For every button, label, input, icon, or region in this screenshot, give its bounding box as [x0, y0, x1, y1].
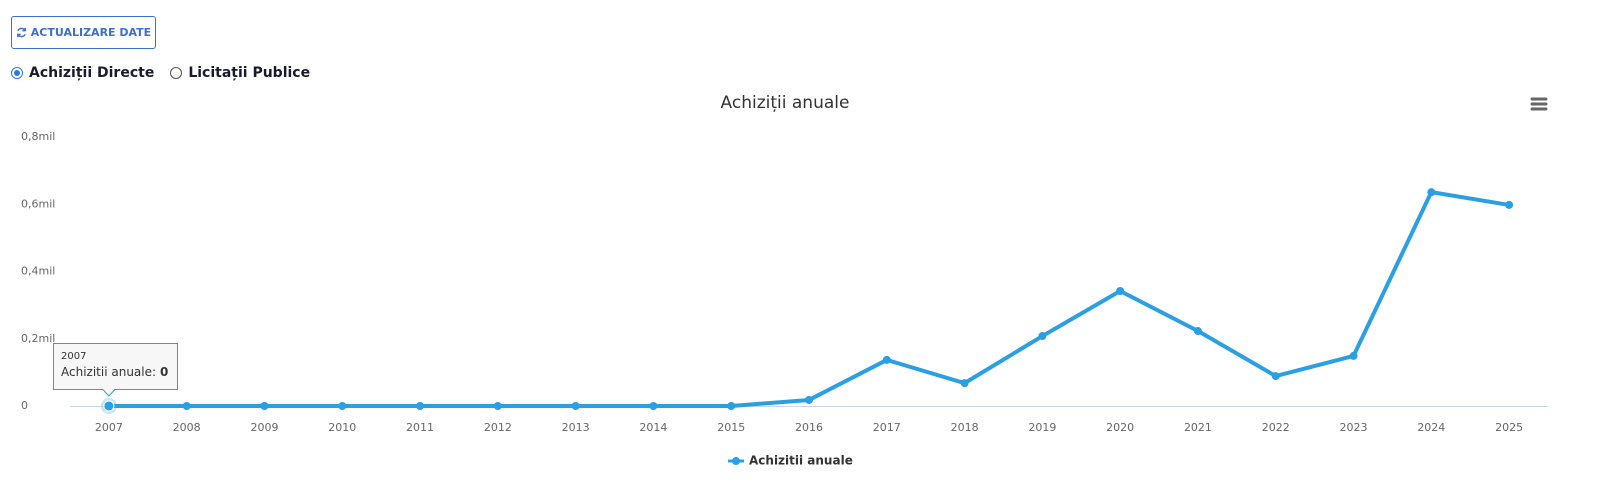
x-tick-label: 2025 — [1495, 421, 1523, 434]
data-point — [493, 402, 502, 410]
x-tick-label: 2012 — [484, 421, 512, 434]
x-tick-label: 2018 — [951, 421, 979, 434]
x-tick-label: 2008 — [173, 421, 201, 434]
data-point — [1193, 327, 1202, 336]
x-tick-label: 2019 — [1028, 421, 1056, 434]
data-point — [805, 395, 813, 404]
radio[interactable]: Achiziții Directe — [11, 65, 154, 81]
legend-marker — [732, 457, 740, 465]
x-tick-label: 2007 — [95, 421, 123, 434]
y-tick-label: 0 — [21, 399, 28, 412]
x-tick-label: 2011 — [406, 421, 434, 434]
radio[interactable]: Licitații Publice — [170, 65, 310, 81]
refresh-button[interactable]: ACTUALIZARE DATE — [11, 16, 156, 49]
button-label: ACTUALIZARE DATE — [30, 26, 152, 39]
data-point — [1505, 200, 1514, 209]
data-point — [1349, 351, 1358, 360]
x-tick-label: 2010 — [328, 421, 356, 434]
tooltip-value: 0 — [160, 365, 168, 379]
data-point — [416, 402, 425, 410]
tooltip-category: 2007 — [61, 351, 86, 362]
radio-label: Licitații Publice — [188, 65, 311, 81]
y-tick-label: 0,6mil — [21, 197, 55, 210]
menu-button[interactable] — [1530, 97, 1548, 111]
x-tick-label: 2024 — [1417, 421, 1445, 434]
y-tick-label: 0,2mil — [21, 332, 55, 345]
data-point — [1271, 372, 1280, 381]
radio-group: Achiziții Directe Licitații Publice — [11, 65, 310, 81]
data-point — [571, 402, 580, 410]
x-tick-label: 2014 — [639, 421, 667, 434]
radio-dot — [170, 67, 183, 79]
data-point — [260, 402, 269, 410]
data-point — [1427, 188, 1436, 197]
x-tick-label: 2021 — [1184, 421, 1212, 434]
data-point — [727, 402, 736, 410]
x-tick-label: 2016 — [795, 421, 823, 434]
data-point — [1038, 332, 1047, 341]
y-tick-label: 0,4mil — [21, 265, 55, 278]
chart-title: Achiziții anuale — [721, 93, 850, 113]
y-tick-label: 0,8mil — [21, 130, 55, 143]
x-tick-label: 2023 — [1340, 421, 1368, 434]
refresh-icon — [16, 27, 26, 38]
x-tick-label: 2013 — [562, 421, 590, 434]
series-line — [108, 190, 1510, 408]
data-point — [649, 402, 658, 410]
x-tick-label: 2020 — [1106, 421, 1134, 434]
data-point — [103, 400, 115, 412]
data-point — [882, 355, 891, 364]
x-tick-label: 2017 — [873, 421, 901, 434]
tooltip-text: Achizitii anuale: 0 — [61, 365, 168, 379]
x-tick-label: 2009 — [250, 421, 278, 434]
data-point — [960, 379, 969, 388]
legend-label: Achizitii anuale — [749, 454, 853, 468]
radio-dot — [11, 67, 23, 79]
radio-label: Achiziții Directe — [29, 65, 155, 81]
data-point — [1116, 287, 1125, 296]
data-point — [182, 402, 191, 410]
tooltip-box — [53, 343, 178, 397]
data-point — [338, 402, 347, 410]
x-tick-label: 2022 — [1262, 421, 1290, 434]
tooltip-series: Achizitii anuale: — [61, 365, 156, 379]
x-tick-label: 2015 — [717, 421, 745, 434]
